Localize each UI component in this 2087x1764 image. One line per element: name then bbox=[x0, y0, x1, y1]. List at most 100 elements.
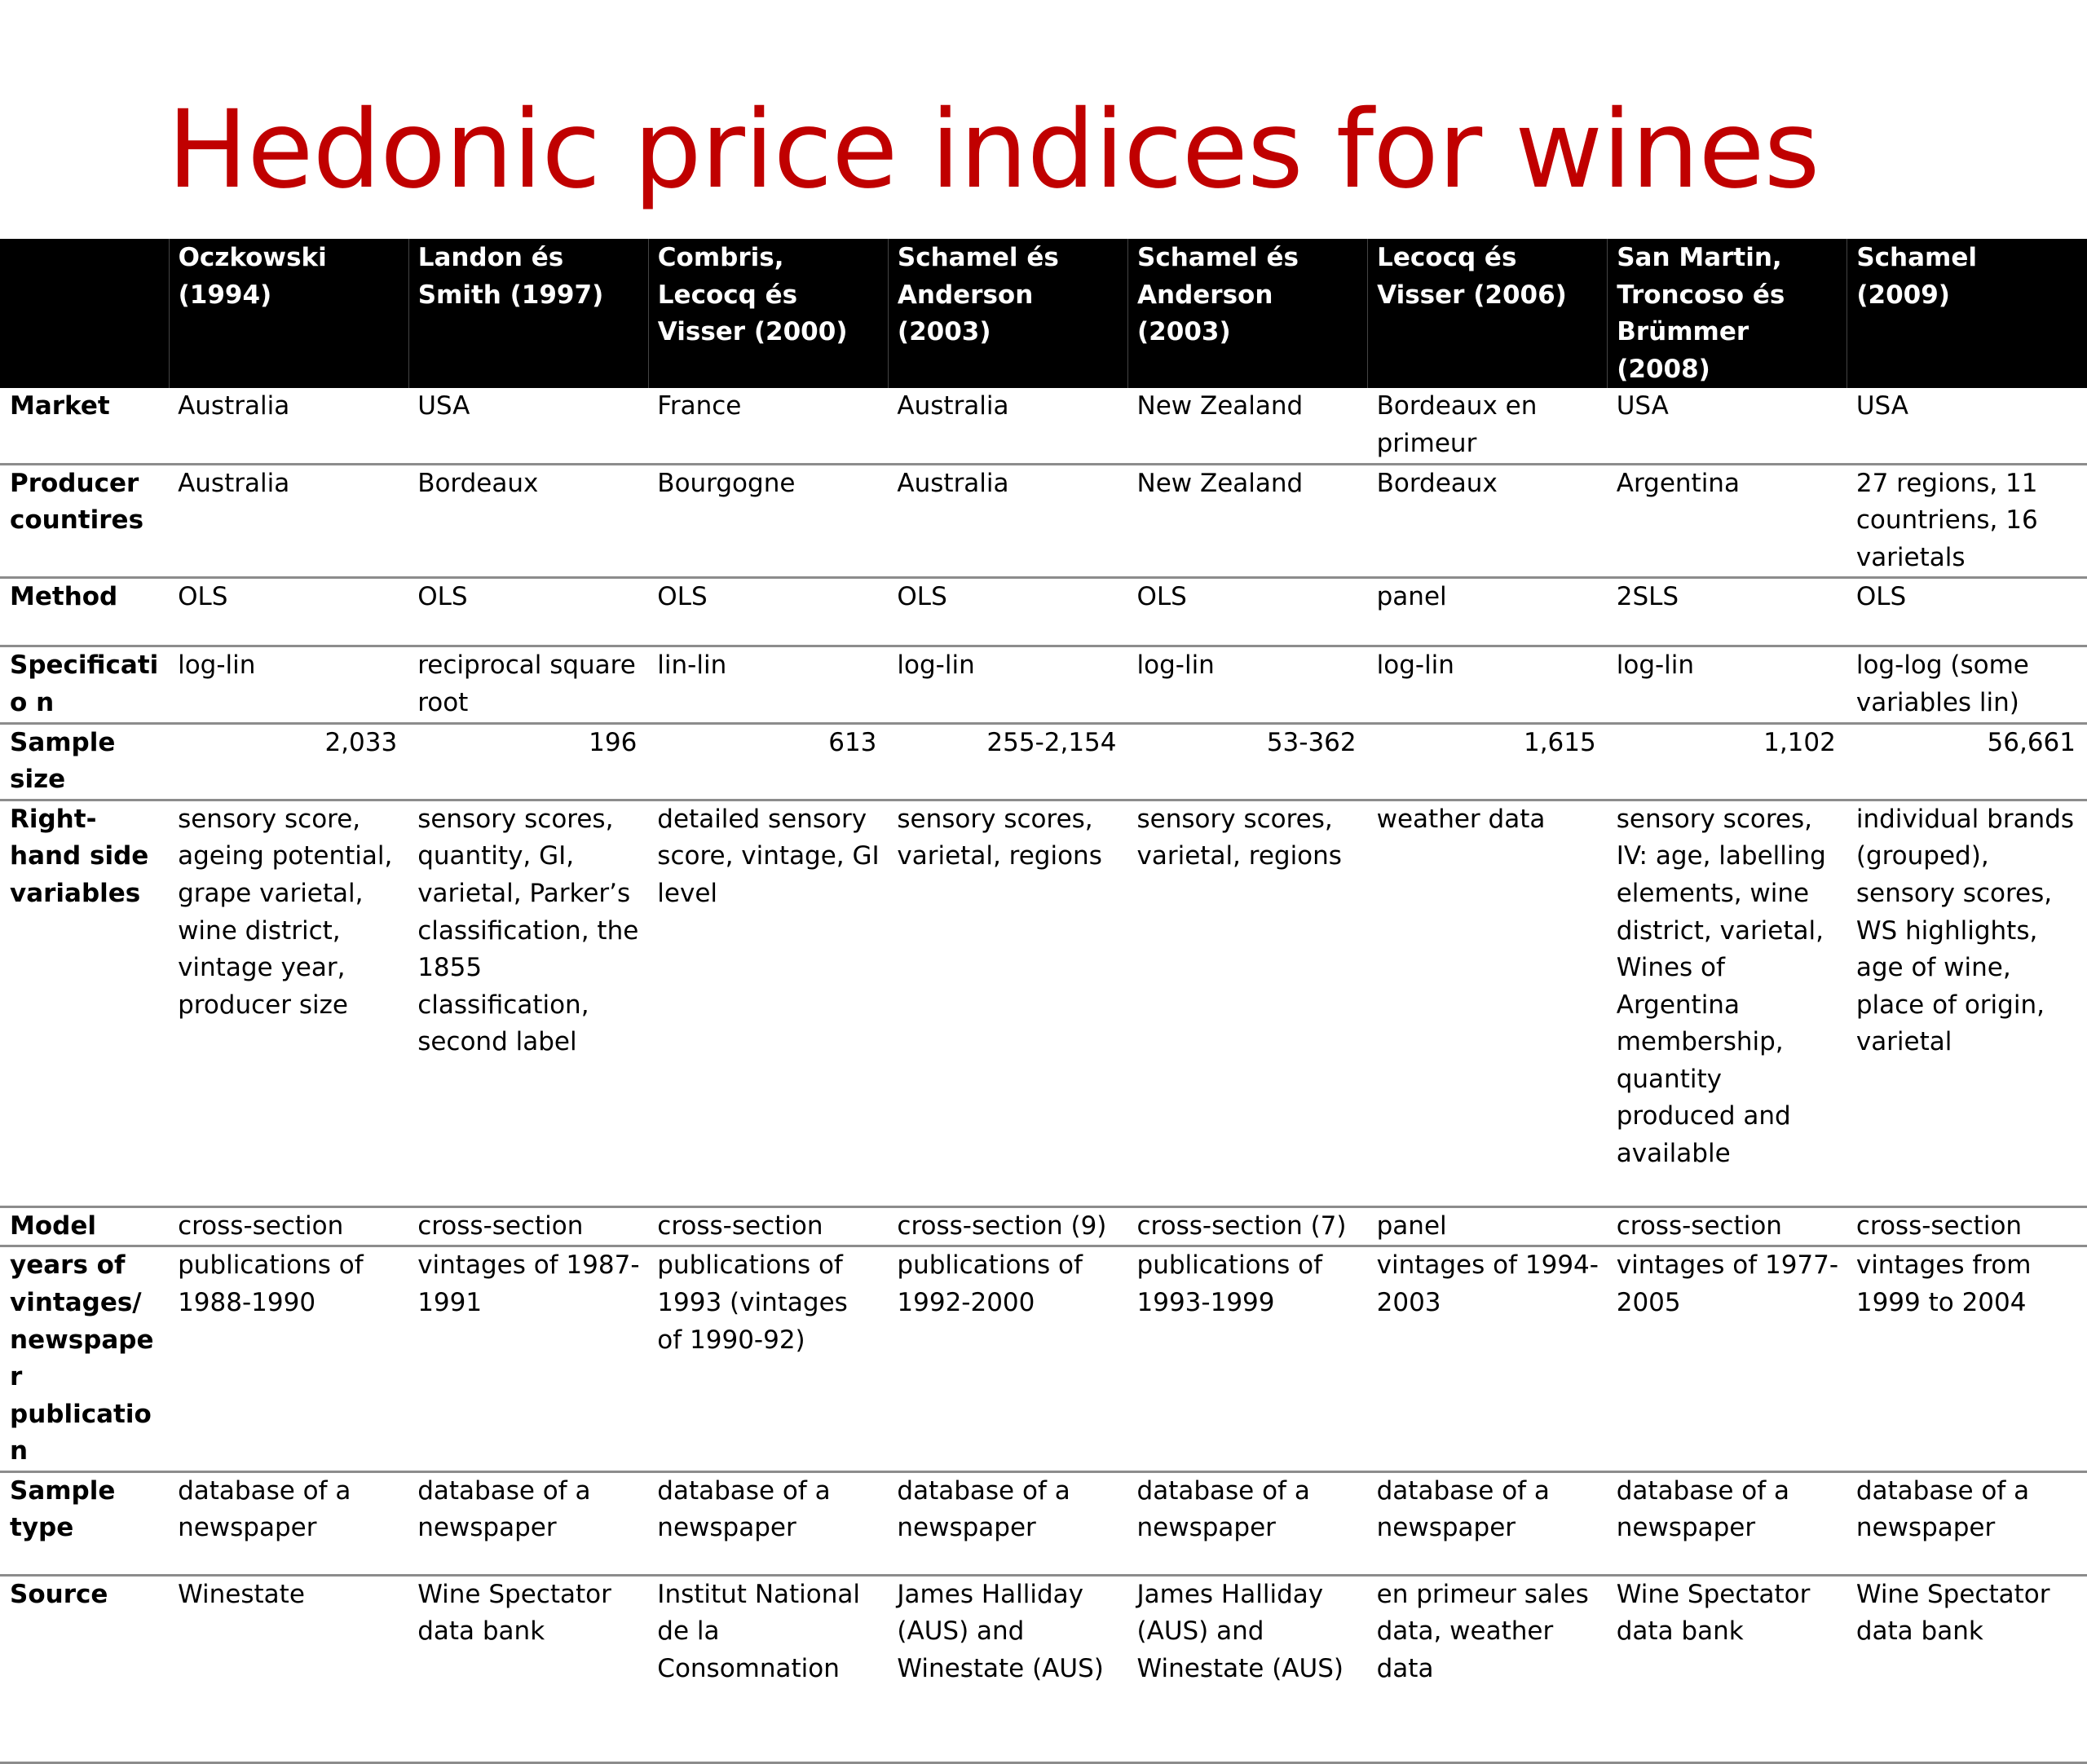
table-cell: 1,102 bbox=[1763, 727, 1836, 757]
table-cell: OLS bbox=[897, 582, 947, 612]
table-cell: 1,615 bbox=[1523, 727, 1596, 757]
slide-title: Hedonic price indices for wines bbox=[167, 87, 1820, 213]
table-cell: Australia bbox=[897, 468, 1009, 498]
table-cell: publications of 1993-1999 bbox=[1136, 1250, 1323, 1317]
table-cell: en primeur sales data, weather data bbox=[1376, 1579, 1589, 1684]
row-label: Sample size bbox=[10, 727, 116, 795]
table-cell: James Halliday (AUS) and Winestate (AUS) bbox=[897, 1579, 1104, 1684]
table-cell: cross-section bbox=[1855, 1211, 2023, 1241]
table-cell: vintages of 1994-2003 bbox=[1376, 1250, 1599, 1317]
table-cell: cross-section (7) bbox=[1136, 1211, 1347, 1241]
table-cell: cross-section bbox=[178, 1211, 344, 1241]
table-cell: 56,661 bbox=[1987, 727, 2076, 757]
table-cell: sensory scores, varietal, regions bbox=[897, 804, 1102, 871]
table-cell: log-log (some variables lin) bbox=[1855, 650, 2029, 717]
table-cell: sensory scores, IV: age, labelling eleme… bbox=[1616, 804, 1826, 1169]
row-label: Right-hand side variables bbox=[10, 804, 149, 908]
table-cell: log-lin bbox=[178, 650, 256, 681]
table-cell: individual brands (grouped), sensory sco… bbox=[1855, 804, 2075, 1057]
table-cell: publications of 1988-1990 bbox=[178, 1250, 364, 1317]
table-row-specification: Specificatio n log-lin reciprocal square… bbox=[0, 646, 2087, 724]
table-cell: detailed sensory score, vintage, GI leve… bbox=[657, 804, 880, 908]
table-cell: 27 regions, 11 countriens, 16 varietals bbox=[1855, 468, 2038, 572]
table-cell: database of a newspaper bbox=[1855, 1475, 2030, 1543]
table-cell: OLS bbox=[1136, 582, 1187, 612]
table-cell: 196 bbox=[589, 727, 638, 757]
table-cell: 613 bbox=[828, 727, 877, 757]
table-cell: James Halliday (AUS) and Winestate (AUS) bbox=[1136, 1579, 1344, 1684]
table-cell: log-lin bbox=[1136, 650, 1215, 681]
row-label: Sample type bbox=[10, 1475, 116, 1543]
table-row-producer-countries: Producer countires Australia Bordeaux Bo… bbox=[0, 464, 2087, 578]
table-row-sample-type: Sample type database of a newspaper data… bbox=[0, 1471, 2087, 1576]
table-cell: Australia bbox=[897, 391, 1009, 421]
table-cell: OLS bbox=[417, 582, 468, 612]
column-header: Schamel és Anderson (2003) bbox=[1127, 239, 1368, 389]
table-row-model: Model cross-section cross-section cross-… bbox=[0, 1206, 2087, 1246]
row-label: Source bbox=[10, 1579, 108, 1609]
table-cell: OLS bbox=[1855, 582, 1907, 612]
table-cell: publications of 1993 (vintages of 1990-9… bbox=[657, 1250, 848, 1355]
row-label: Specificatio n bbox=[10, 650, 159, 717]
table-cell: Bourgogne bbox=[657, 468, 796, 498]
table-cell: USA bbox=[1855, 391, 1908, 421]
column-header: Landon és Smith (1997) bbox=[408, 239, 649, 389]
table-cell: Australia bbox=[178, 391, 290, 421]
table-cell: 2SLS bbox=[1616, 582, 1679, 612]
table-cell: New Zealand bbox=[1136, 468, 1304, 498]
table-cell: cross-section bbox=[1616, 1211, 1782, 1241]
table-cell: 255-2,154 bbox=[986, 727, 1117, 757]
table-cell: publications of 1992-2000 bbox=[897, 1250, 1083, 1317]
table-cell: database of a newspaper bbox=[657, 1475, 831, 1543]
table-cell: database of a newspaper bbox=[417, 1475, 591, 1543]
table-cell: vintages of 1987-1991 bbox=[417, 1250, 640, 1317]
row-label: Market bbox=[10, 391, 110, 421]
table-row-method: Method OLS OLS OLS OLS OLS panel 2SLS OL… bbox=[0, 578, 2087, 646]
table-cell: cross-section (9) bbox=[897, 1211, 1107, 1241]
table-cell: database of a newspaper bbox=[897, 1475, 1070, 1543]
row-label: years of vintages/ newspaper publication bbox=[10, 1250, 154, 1466]
table-cell: Institut National de la Consomnation bbox=[657, 1579, 860, 1684]
table-cell: log-lin bbox=[897, 650, 975, 681]
table-cell: Bordeaux en primeur bbox=[1376, 391, 1538, 458]
table-cell: Winestate bbox=[178, 1579, 305, 1609]
column-header: Combris, Lecocq és Visser (2000) bbox=[647, 239, 889, 389]
table-cell: 2,033 bbox=[324, 727, 398, 757]
table-row-right-hand-side-variables: Right-hand side variables sensory score,… bbox=[0, 800, 2087, 1207]
table-cell: panel bbox=[1376, 1211, 1447, 1241]
column-header: Oczkowski (1994) bbox=[168, 239, 409, 389]
column-header: Lecocq és Visser (2006) bbox=[1367, 239, 1608, 389]
table-cell: Wine Spectator data bank bbox=[417, 1579, 611, 1647]
table-cell: vintages of 1977-2005 bbox=[1616, 1250, 1839, 1317]
table-cell: log-lin bbox=[1376, 650, 1454, 681]
column-header-corner bbox=[0, 239, 169, 388]
table-cell: sensory scores, varietal, regions bbox=[1136, 804, 1342, 871]
table-cell: Wine Spectator data bank bbox=[1616, 1579, 1811, 1647]
table-cell: sensory scores, quantity, GI, varietal, … bbox=[417, 804, 639, 1057]
table-cell: vintages from 1999 to 2004 bbox=[1855, 1250, 2032, 1317]
table-row-sample-size: Sample size 2,033 196 613 255-2,154 53-3… bbox=[0, 723, 2087, 800]
row-label: Model bbox=[10, 1211, 96, 1241]
table-cell: cross-section bbox=[417, 1211, 584, 1241]
table-cell: log-lin bbox=[1616, 650, 1695, 681]
table-cell: sensory score, ageing potential, grape v… bbox=[178, 804, 393, 1020]
table-header-row: Oczkowski (1994) Landon és Smith (1997) … bbox=[0, 239, 2087, 389]
table-cell: New Zealand bbox=[1136, 391, 1304, 421]
row-label: Producer countires bbox=[10, 468, 144, 536]
row-label: Method bbox=[10, 582, 118, 612]
table-cell: OLS bbox=[178, 582, 228, 612]
table-cell: lin-lin bbox=[657, 650, 727, 681]
table-cell: USA bbox=[1616, 391, 1669, 421]
table-cell: weather data bbox=[1376, 804, 1546, 834]
table-cell: reciprocal square root bbox=[417, 650, 636, 717]
table-cell: Argentina bbox=[1616, 468, 1740, 498]
table-row-source: Source Winestate Wine Spectator data ban… bbox=[0, 1575, 2087, 1763]
studies-table: Oczkowski (1994) Landon és Smith (1997) … bbox=[0, 239, 2087, 1764]
column-header: Schamel és Anderson (2003) bbox=[887, 239, 1128, 389]
table-cell: database of a newspaper bbox=[1376, 1475, 1550, 1543]
table-cell: USA bbox=[417, 391, 470, 421]
table-cell: cross-section bbox=[657, 1211, 823, 1241]
table-cell: panel bbox=[1376, 582, 1447, 612]
column-header: San Martin, Troncoso és Brümmer (2008) bbox=[1607, 239, 1847, 389]
table-cell: OLS bbox=[657, 582, 708, 612]
